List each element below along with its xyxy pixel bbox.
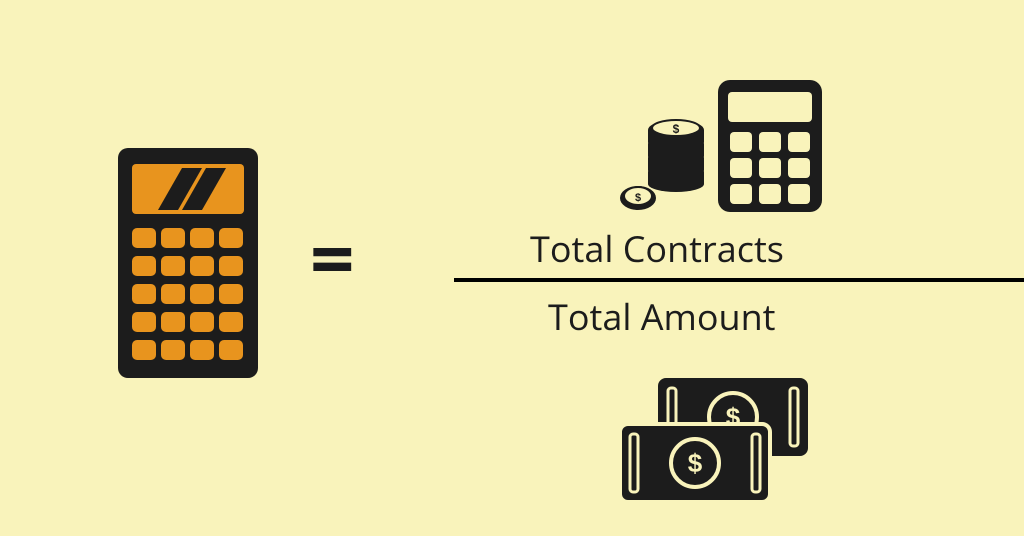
cash-bills-icon: $ $ bbox=[614, 370, 814, 510]
fraction-divider bbox=[454, 278, 1024, 282]
svg-text:$: $ bbox=[688, 448, 703, 478]
denominator-label: Total Amount bbox=[548, 292, 776, 341]
equals-sign: = bbox=[310, 218, 355, 296]
numerator-label: Total Contracts bbox=[530, 224, 784, 273]
infographic-canvas: = bbox=[0, 0, 1024, 536]
svg-text:$: $ bbox=[673, 122, 680, 136]
svg-text:$: $ bbox=[635, 192, 641, 204]
coins-calculator-icon: $ $ bbox=[618, 76, 828, 216]
calculator-orange-icon bbox=[118, 148, 258, 378]
